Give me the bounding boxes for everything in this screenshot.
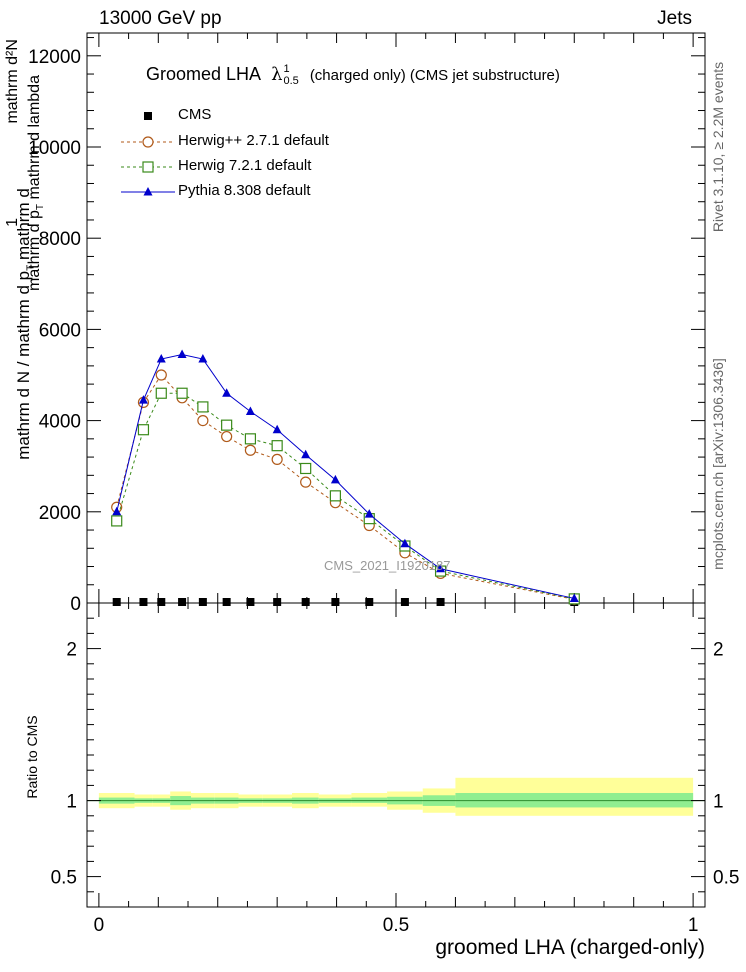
data-point-series-0 — [222, 598, 231, 606]
title-text: Groomed LHA — [146, 64, 261, 84]
data-point-series-3 — [400, 538, 410, 548]
data-point-series-3 — [569, 593, 579, 602]
ratio-y-label: Ratio to CMS — [24, 715, 40, 799]
data-point-series-0 — [112, 598, 121, 606]
data-point-series-1 — [221, 430, 233, 443]
y-tick-label: 10000 — [28, 138, 81, 159]
side-text-mcplots: mcplots.cern.ch [arXiv:1306.3436] — [710, 358, 726, 570]
data-point-series-0 — [198, 598, 207, 606]
data-point-series-3 — [156, 354, 166, 363]
side-text-rivet: Rivet 3.1.10, ≥ 2.2M events — [710, 61, 726, 233]
legend-marker-0 — [144, 112, 152, 120]
legend: CMS Herwig++ 2.7.1 default Herwig 7.2.1 … — [110, 104, 390, 214]
x-axis-label: groomed LHA (charged-only) — [435, 936, 705, 959]
y-axis-label-denominator: mathrm d pT mathrm d lambda — [26, 18, 52, 348]
legend-entry-pythia: Pythia 8.308 default — [178, 182, 311, 199]
data-point-series-0 — [157, 598, 166, 606]
data-point-series-3 — [198, 354, 208, 363]
data-point-series-3 — [245, 406, 255, 415]
title-rest: (charged only) (CMS jet substructure) — [309, 67, 560, 84]
ratio-frame — [86, 602, 706, 908]
data-point-series-0 — [139, 598, 148, 606]
ylabel-denominator: mathrm d p — [26, 210, 43, 291]
data-point-series-0 — [436, 598, 445, 606]
x-tick-label: 0.5 — [383, 915, 409, 936]
data-point-series-1 — [197, 415, 209, 427]
data-point-series-2 — [111, 515, 123, 527]
data-point-series-3 — [138, 395, 148, 404]
data-point-series-3 — [177, 349, 187, 358]
data-point-series-0 — [301, 598, 310, 606]
y-tick-label: 8000 — [39, 229, 81, 250]
data-point-series-1 — [244, 444, 257, 456]
x-tick-label: 1 — [688, 915, 699, 936]
title-sup: 1 — [283, 63, 290, 76]
ylabel-numerator: mathrm d²N — [4, 39, 21, 124]
y-tick-label: 4000 — [39, 412, 81, 433]
data-point-series-2 — [176, 387, 188, 399]
data-point-series-0 — [178, 598, 187, 606]
legend-entry-cms: CMS — [178, 106, 212, 123]
series-line-3 — [116, 353, 575, 599]
data-point-series-2 — [271, 440, 283, 452]
ylabel-denominator-sub: T — [35, 203, 47, 211]
y-tick-label: 2000 — [39, 503, 81, 524]
data-point-series-0 — [400, 598, 409, 606]
data-point-series-1 — [155, 369, 167, 381]
y-tick-label: 0 — [70, 594, 81, 615]
ratio-y-tick-label-right: 0.5 — [713, 868, 739, 889]
data-point-series-3 — [112, 506, 122, 516]
legend-entry-herwig7: Herwig 7.2.1 default — [178, 157, 312, 174]
data-point-series-3 — [222, 388, 232, 397]
ylabel-denominator-rest: mathrm d lambda — [26, 75, 43, 200]
data-point-series-2 — [137, 424, 150, 436]
ratio-y-tick-label: 2 — [66, 640, 77, 661]
data-point-series-2 — [244, 433, 257, 445]
data-point-series-0 — [246, 598, 255, 606]
ratio-y-tick-label-right: 2 — [713, 640, 724, 661]
ratio-y-tick-label-right: 1 — [713, 792, 724, 813]
ratio-y-tick-label: 0.5 — [51, 868, 77, 889]
chart-title: Groomed LHA λ 1 0.5 (charged only) (CMS je… — [146, 63, 560, 88]
data-point-series-3 — [272, 424, 282, 434]
data-point-series-0 — [365, 598, 374, 606]
ylabel-lead: 1 — [4, 218, 21, 227]
data-point-series-3 — [436, 563, 446, 573]
data-point-series-2 — [329, 490, 341, 502]
data-point-series-3 — [301, 449, 311, 459]
data-point-series-3 — [330, 474, 340, 484]
y-tick-label: 6000 — [39, 320, 81, 341]
data-point-series-2 — [155, 387, 167, 399]
legend-marker-2 — [142, 161, 154, 173]
watermark: CMS_2021_I1920187 — [324, 558, 451, 573]
title-sub: 0.5 — [283, 75, 299, 88]
data-point-series-1 — [271, 453, 283, 465]
data-point-series-2 — [221, 419, 233, 431]
data-point-series-2 — [300, 462, 312, 475]
legend-entry-herwigpp: Herwig++ 2.7.1 default — [178, 132, 329, 149]
data-point-series-3 — [364, 509, 374, 518]
header-left: 13000 GeV pp — [99, 8, 222, 29]
ratio-y-tick-label: 1 — [66, 792, 77, 813]
data-point-series-2 — [197, 401, 209, 413]
legend-marker-3 — [143, 187, 153, 196]
data-point-series-0 — [331, 598, 340, 606]
data-point-series-0 — [273, 598, 282, 606]
y-tick-label: 12000 — [28, 47, 81, 68]
title-symbol: λ — [271, 64, 283, 85]
x-tick-label: 0 — [94, 915, 105, 936]
data-point-series-1 — [300, 476, 312, 488]
legend-marker-1 — [142, 136, 154, 148]
header-right: Jets — [657, 8, 692, 29]
